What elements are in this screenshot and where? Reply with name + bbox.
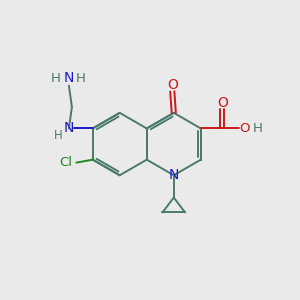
Text: N: N [63, 71, 74, 85]
Text: H: H [253, 122, 263, 135]
Text: O: O [217, 96, 228, 110]
Text: O: O [239, 122, 250, 135]
Text: O: O [167, 78, 178, 92]
Text: H: H [53, 129, 62, 142]
Text: N: N [64, 122, 74, 136]
Text: N: N [169, 168, 179, 182]
Text: H: H [76, 72, 86, 85]
Text: Cl: Cl [59, 156, 72, 169]
Text: H: H [51, 72, 61, 85]
